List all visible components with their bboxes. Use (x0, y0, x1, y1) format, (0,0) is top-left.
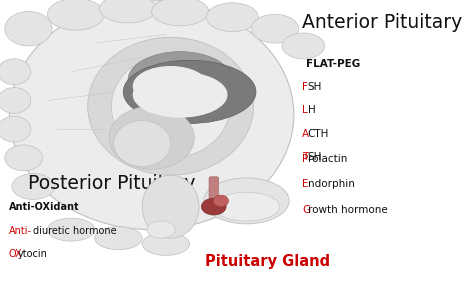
Ellipse shape (111, 55, 230, 158)
Text: FLAT-PEG: FLAT-PEG (306, 59, 360, 69)
Ellipse shape (133, 66, 209, 106)
Ellipse shape (147, 221, 175, 238)
Ellipse shape (251, 14, 299, 43)
Ellipse shape (114, 121, 171, 166)
Text: ytocin: ytocin (18, 249, 48, 259)
Ellipse shape (213, 195, 228, 207)
Text: SH: SH (308, 152, 322, 162)
Text: F: F (302, 82, 308, 92)
Text: OX: OX (9, 249, 22, 259)
Text: Anti-OXidant: Anti-OXidant (9, 202, 79, 212)
Text: CTH: CTH (308, 129, 329, 139)
Ellipse shape (100, 0, 156, 23)
Text: E: E (302, 179, 309, 189)
Ellipse shape (206, 3, 258, 32)
Ellipse shape (47, 218, 95, 241)
Ellipse shape (5, 145, 43, 171)
Text: T: T (302, 152, 308, 162)
Text: rolactin: rolactin (308, 154, 347, 164)
Text: Posterior Pituitary: Posterior Pituitary (27, 174, 195, 193)
Ellipse shape (152, 0, 209, 26)
Ellipse shape (204, 178, 289, 224)
Text: H: H (308, 105, 315, 115)
Ellipse shape (5, 11, 52, 46)
Ellipse shape (142, 175, 199, 238)
Ellipse shape (109, 106, 194, 169)
Ellipse shape (201, 198, 226, 215)
Ellipse shape (47, 0, 104, 30)
Ellipse shape (0, 116, 31, 142)
Ellipse shape (0, 88, 31, 113)
Ellipse shape (128, 52, 232, 109)
Text: Anterior Pituitary: Anterior Pituitary (302, 13, 462, 32)
FancyBboxPatch shape (209, 177, 219, 202)
Ellipse shape (0, 59, 31, 85)
Text: L: L (302, 105, 308, 115)
Ellipse shape (88, 37, 254, 175)
Text: SH: SH (308, 82, 322, 92)
Text: Anti-: Anti- (9, 226, 32, 236)
Ellipse shape (213, 192, 280, 221)
Ellipse shape (95, 227, 142, 250)
Ellipse shape (133, 72, 228, 118)
Ellipse shape (12, 174, 55, 199)
Text: A: A (302, 129, 309, 139)
Text: ndorphin: ndorphin (308, 179, 355, 189)
Text: G: G (302, 205, 310, 215)
Text: diuretic hormone: diuretic hormone (33, 226, 116, 236)
Text: rowth hormone: rowth hormone (308, 205, 387, 215)
Ellipse shape (9, 0, 294, 230)
Text: P: P (302, 154, 308, 164)
Ellipse shape (142, 232, 190, 255)
Ellipse shape (282, 33, 325, 59)
Text: Pituitary Gland: Pituitary Gland (205, 254, 330, 269)
Ellipse shape (123, 60, 256, 123)
